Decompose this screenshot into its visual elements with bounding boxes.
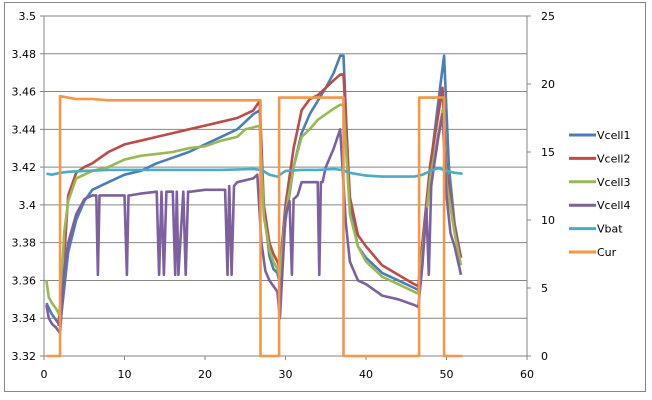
y-tick-label: 3.5: [19, 10, 37, 23]
plot-series: [45, 54, 463, 358]
y-tick-label: 3.38: [12, 237, 37, 250]
y2-tick-label: 10: [541, 214, 555, 227]
y2-tick-label: 25: [541, 10, 555, 23]
y-axis-left-labels: 3.5 3.48 3.46 3.44 3.42 3.4 3.38 3.36 3.34 3.32: [12, 10, 37, 363]
y-tick-label: 3.36: [12, 274, 37, 287]
x-tick-label: 30: [279, 368, 293, 381]
legend-label: Vcell2: [597, 152, 630, 165]
x-tick-label: 60: [520, 368, 534, 381]
y2-tick-label: 5: [541, 282, 548, 295]
y-tick-label: 3.44: [12, 123, 37, 136]
legend: Vcell1 Vcell2 Vcell3 Vcell4 Vbat Cur: [569, 129, 630, 259]
legend-item-vcell4: Vcell4: [569, 199, 630, 212]
x-tick-label: 40: [359, 368, 373, 381]
gridlines: [44, 15, 527, 357]
series-vcell3: [45, 103, 463, 318]
legend-item-vbat: Vbat: [569, 223, 623, 236]
series-vcell4: [45, 112, 463, 335]
legend-item-vcell3: Vcell3: [569, 176, 630, 189]
y-tick-label: 3.4: [19, 199, 37, 212]
x-axis-labels: 0 10 20 30 40 50 60: [41, 368, 535, 381]
legend-label: Cur: [597, 246, 617, 259]
x-tick-label: 10: [118, 368, 132, 381]
y-tick-label: 3.46: [12, 86, 37, 99]
legend-item-vcell2: Vcell2: [569, 152, 630, 165]
y-tick-label: 3.32: [12, 350, 37, 363]
y-tick-label: 3.34: [12, 312, 37, 325]
legend-item-cur: Cur: [569, 246, 617, 259]
y-tick-label: 3.48: [12, 48, 37, 61]
series-cur: [46, 94, 463, 358]
x-tick-label: 20: [198, 368, 212, 381]
legend-label: Vbat: [597, 223, 623, 236]
x-tick-label: 50: [440, 368, 454, 381]
y-axis-right-labels: 25 20 15 10 5 0: [541, 10, 555, 363]
chart-frame: [4, 2, 646, 392]
series-vbat: [46, 166, 463, 178]
y2-tick-label: 0: [541, 350, 548, 363]
y-tick-label: 3.42: [12, 161, 37, 174]
legend-item-vcell1: Vcell1: [569, 129, 630, 142]
x-tick-label: 0: [41, 368, 48, 381]
y2-tick-label: 15: [541, 146, 555, 159]
axes: [40, 15, 531, 360]
legend-label: Vcell4: [597, 199, 630, 212]
legend-label: Vcell1: [597, 129, 630, 142]
legend-label: Vcell3: [597, 176, 630, 189]
y2-tick-label: 20: [541, 78, 555, 91]
